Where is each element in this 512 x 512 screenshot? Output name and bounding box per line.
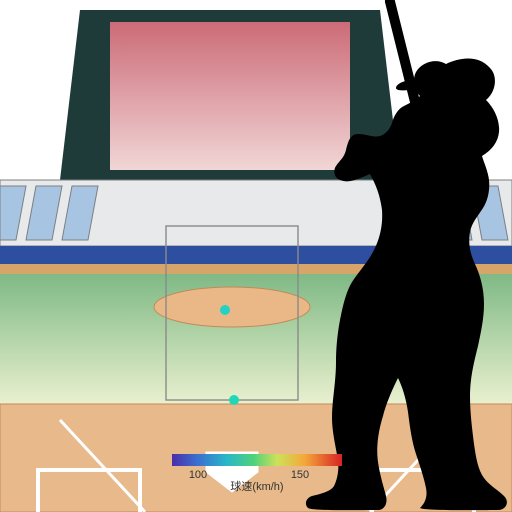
colorbar-tick: 150 [291,469,309,481]
pitchers-mound [154,287,310,327]
scoreboard-screen [110,22,350,170]
pitch-point-0 [220,305,230,315]
velocity-colorbar [172,454,342,466]
colorbar-label: 球速(km/h) [230,479,283,493]
pitch-location-chart: 100 150 球速(km/h) [0,0,512,512]
colorbar-tick: 100 [189,469,207,481]
pitch-point-1 [229,395,239,405]
